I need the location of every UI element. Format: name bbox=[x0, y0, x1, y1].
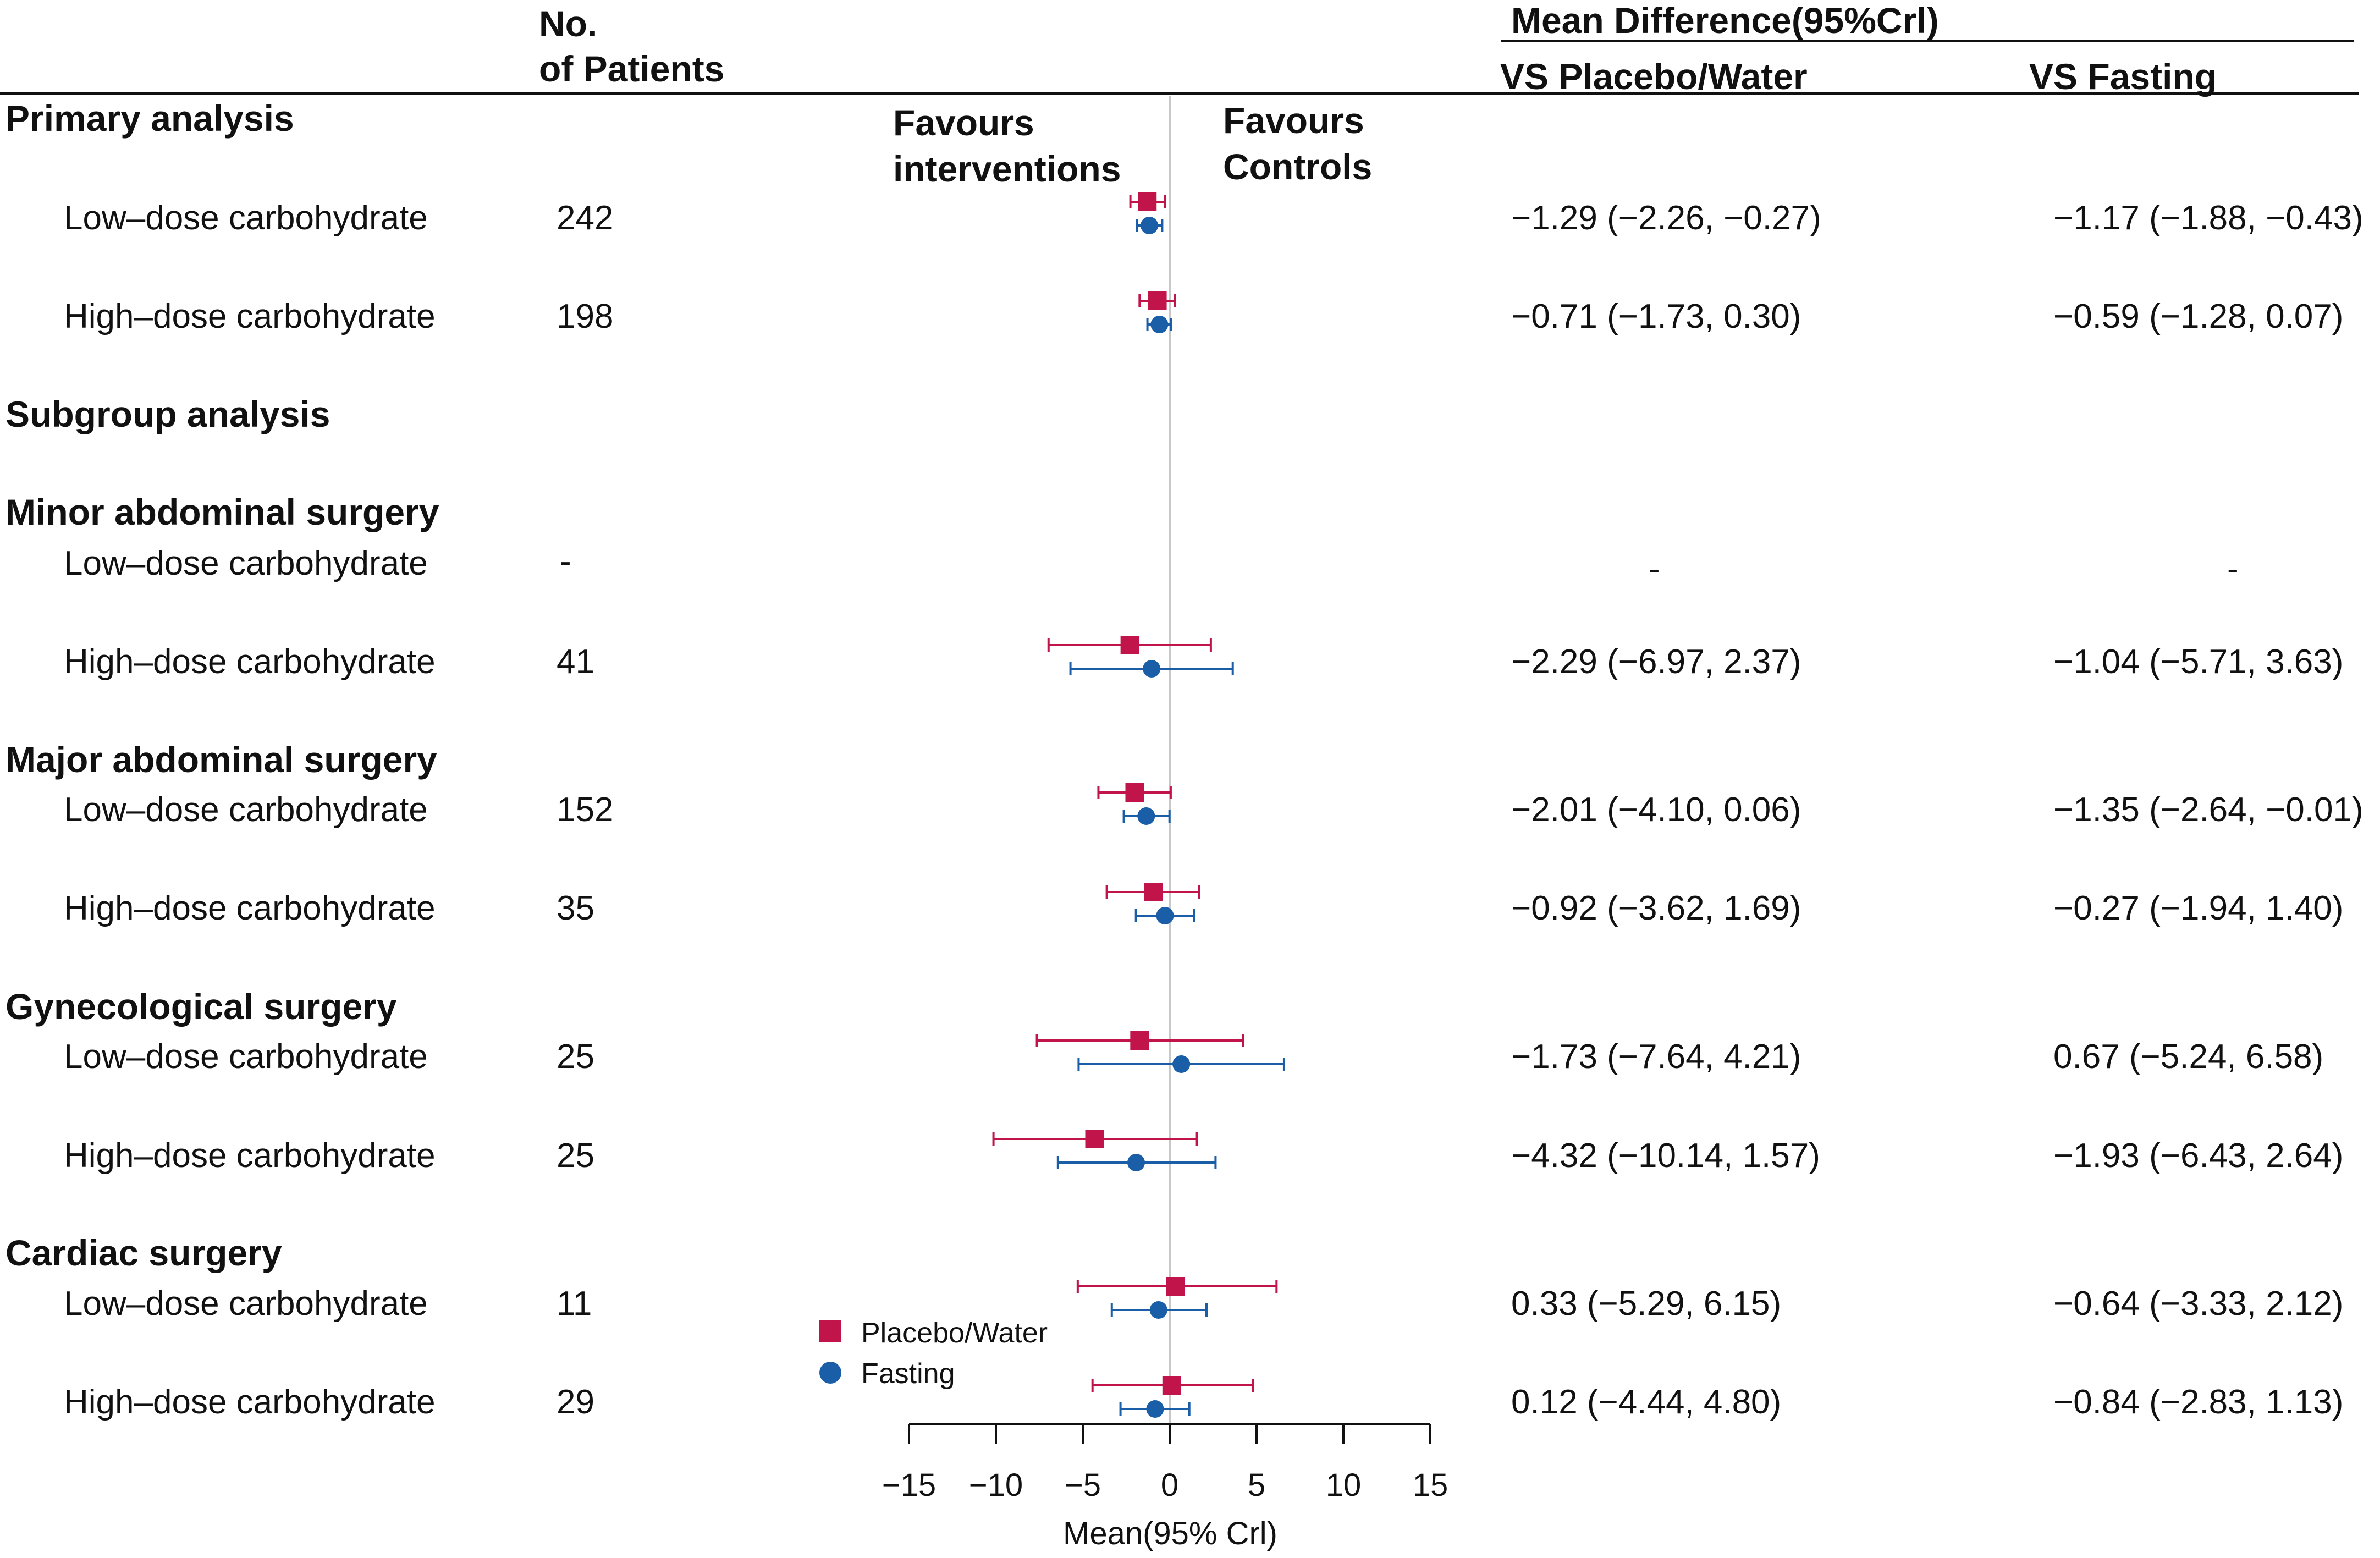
section-title-primary: Primary analysis bbox=[5, 98, 294, 139]
point-placebo bbox=[1125, 783, 1144, 802]
row-label: High–dose carbohydrate bbox=[64, 643, 436, 681]
row-label: Low–dose carbohydrate bbox=[64, 544, 428, 582]
row-placebo-estimate: −2.29 (−6.97, 2.37) bbox=[1511, 643, 1801, 681]
row-label: Low–dose carbohydrate bbox=[64, 1285, 428, 1323]
row-fasting-estimate: −1.35 (−2.64, −0.01) bbox=[2053, 791, 2364, 829]
row-fasting-estimate: −1.17 (−1.88, −0.43) bbox=[2053, 199, 2364, 237]
row-placebo-estimate: −4.32 (−10.14, 1.57) bbox=[1511, 1137, 1820, 1175]
point-fasting bbox=[1172, 1055, 1191, 1073]
legend-marker-fasting bbox=[819, 1362, 841, 1384]
vs-placebo-header: VS Placebo/Water bbox=[1500, 56, 1808, 97]
row-label: Low–dose carbohydrate bbox=[64, 791, 428, 829]
row-patients: 198 bbox=[557, 298, 614, 335]
row-label: High–dose carbohydrate bbox=[64, 1137, 436, 1175]
row-placebo-estimate: −1.73 (−7.64, 4.21) bbox=[1511, 1038, 1801, 1076]
vs-fasting-header: VS Fasting bbox=[2029, 56, 2217, 97]
section-title-subgroup: Subgroup analysis bbox=[5, 394, 330, 434]
x-axis-label: Mean(95% Crl) bbox=[1063, 1516, 1277, 1551]
point-fasting bbox=[1127, 1154, 1145, 1171]
x-tick-label: 15 bbox=[1412, 1467, 1448, 1503]
row-label: High–dose carbohydrate bbox=[64, 889, 436, 927]
favours-interventions-line2: interventions bbox=[893, 148, 1121, 189]
row-label: Low–dose carbohydrate bbox=[64, 1038, 428, 1076]
section-title-minor-abdominal: Minor abdominal surgery bbox=[5, 492, 439, 532]
point-placebo bbox=[1166, 1277, 1185, 1296]
row-placebo-estimate: −0.92 (−3.62, 1.69) bbox=[1511, 889, 1801, 927]
x-tick-label: −15 bbox=[882, 1467, 936, 1503]
row-patients: - bbox=[560, 542, 571, 580]
row-label: High–dose carbohydrate bbox=[64, 1383, 436, 1421]
row-patients: 152 bbox=[557, 791, 614, 829]
favours-controls-line1: Favours bbox=[1223, 100, 1364, 141]
row-fasting-estimate: - bbox=[2227, 550, 2239, 588]
row-fasting-estimate: −1.04 (−5.71, 3.63) bbox=[2053, 643, 2344, 681]
patients-header-line2: of Patients bbox=[539, 48, 725, 89]
point-fasting bbox=[1146, 1400, 1164, 1418]
row-patients: 25 bbox=[557, 1137, 594, 1175]
favours-controls-line2: Controls bbox=[1223, 146, 1373, 187]
point-placebo bbox=[1148, 291, 1167, 310]
row-patients: 242 bbox=[557, 199, 614, 237]
row-patients: 25 bbox=[557, 1038, 594, 1076]
row-patients: 11 bbox=[557, 1285, 592, 1323]
section-title-gynecological: Gynecological surgery bbox=[5, 986, 397, 1027]
point-placebo bbox=[1130, 1031, 1149, 1050]
point-placebo bbox=[1144, 883, 1163, 901]
row-fasting-estimate: −0.64 (−3.33, 2.12) bbox=[2053, 1285, 2344, 1323]
point-fasting bbox=[1150, 316, 1169, 333]
row-placebo-estimate: −1.29 (−2.26, −0.27) bbox=[1511, 199, 1821, 237]
row-patients: 29 bbox=[557, 1383, 594, 1421]
row-fasting-estimate: −0.84 (−2.83, 1.13) bbox=[2053, 1383, 2344, 1421]
row-label: Low–dose carbohydrate bbox=[64, 199, 428, 237]
legend-marker-placebo bbox=[819, 1320, 841, 1342]
x-tick-label: 5 bbox=[1247, 1467, 1266, 1503]
x-tick-label: 0 bbox=[1160, 1467, 1179, 1503]
favours-interventions-line1: Favours bbox=[893, 102, 1034, 143]
point-placebo bbox=[1120, 636, 1139, 654]
patients-header-line1: No. bbox=[539, 3, 598, 44]
point-placebo bbox=[1138, 192, 1157, 211]
legend-label-placebo: Placebo/Water bbox=[861, 1317, 1048, 1349]
point-fasting bbox=[1141, 217, 1159, 234]
point-placebo bbox=[1162, 1376, 1181, 1395]
x-tick-label: 10 bbox=[1325, 1467, 1362, 1503]
row-placebo-estimate: −0.71 (−1.73, 0.30) bbox=[1511, 298, 1801, 335]
point-fasting bbox=[1149, 1301, 1167, 1319]
legend-label-fasting: Fasting bbox=[861, 1358, 955, 1390]
row-placebo-estimate: −2.01 (−4.10, 0.06) bbox=[1511, 791, 1801, 829]
point-fasting bbox=[1143, 660, 1161, 678]
row-placebo-estimate: 0.33 (−5.29, 6.15) bbox=[1511, 1285, 1782, 1323]
row-label: High–dose carbohydrate bbox=[64, 298, 436, 335]
row-fasting-estimate: −1.93 (−6.43, 2.64) bbox=[2053, 1137, 2344, 1175]
x-tick-label: −10 bbox=[968, 1467, 1023, 1503]
row-placebo-estimate: - bbox=[1649, 550, 1660, 588]
point-placebo bbox=[1085, 1130, 1104, 1148]
row-placebo-estimate: 0.12 (−4.44, 4.80) bbox=[1511, 1383, 1782, 1421]
point-fasting bbox=[1137, 807, 1155, 825]
row-patients: 41 bbox=[557, 643, 594, 681]
mean-difference-header: Mean Difference(95%Crl) bbox=[1511, 0, 1939, 41]
section-title-major-abdominal: Major abdominal surgery bbox=[5, 739, 437, 780]
section-title-cardiac: Cardiac surgery bbox=[5, 1232, 282, 1273]
row-fasting-estimate: −0.59 (−1.28, 0.07) bbox=[2053, 298, 2344, 335]
row-patients: 35 bbox=[557, 889, 594, 927]
row-fasting-estimate: −0.27 (−1.94, 1.40) bbox=[2053, 889, 2344, 927]
row-fasting-estimate: 0.67 (−5.24, 6.58) bbox=[2053, 1038, 2324, 1076]
x-tick-label: −5 bbox=[1064, 1467, 1101, 1503]
point-fasting bbox=[1156, 907, 1174, 924]
